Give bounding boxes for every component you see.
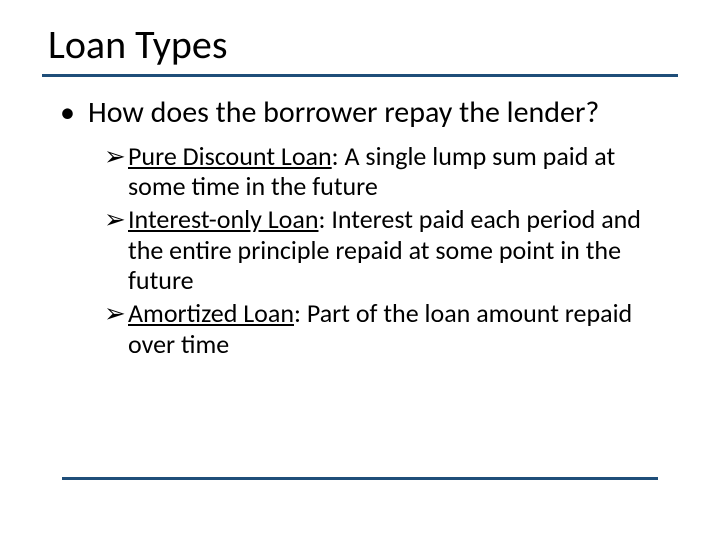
slide-body: • How does the borrower repay the lender… xyxy=(60,96,660,361)
list-item-text: Pure Discount Loan: A single lump sum pa… xyxy=(128,141,660,202)
list-item-text: Interest-only Loan: Interest paid each p… xyxy=(128,204,660,296)
list-item: ➢ Pure Discount Loan: A single lump sum … xyxy=(104,141,660,202)
bullet-level1: • How does the borrower repay the lender… xyxy=(60,96,660,131)
slide-title: Loan Types xyxy=(48,20,227,69)
list-item: ➢ Interest-only Loan: Interest paid each… xyxy=(104,204,660,296)
title-underline xyxy=(42,74,678,77)
list-item-text: Amortized Loan: Part of the loan amount … xyxy=(128,298,660,359)
term: Amortized Loan xyxy=(128,297,294,329)
arrow-bullet-icon: ➢ xyxy=(104,204,128,235)
arrow-bullet-icon: ➢ xyxy=(104,298,128,329)
bullet-dot-icon: • xyxy=(60,96,88,131)
footer-underline xyxy=(62,477,658,480)
level1-text: How does the borrower repay the lender? xyxy=(88,96,599,131)
level2-list: ➢ Pure Discount Loan: A single lump sum … xyxy=(104,141,660,360)
list-item: ➢ Amortized Loan: Part of the loan amoun… xyxy=(104,298,660,359)
term: Pure Discount Loan xyxy=(128,140,332,172)
term: Interest-only Loan xyxy=(128,203,318,235)
arrow-bullet-icon: ➢ xyxy=(104,141,128,172)
slide: Loan Types • How does the borrower repay… xyxy=(0,0,720,540)
